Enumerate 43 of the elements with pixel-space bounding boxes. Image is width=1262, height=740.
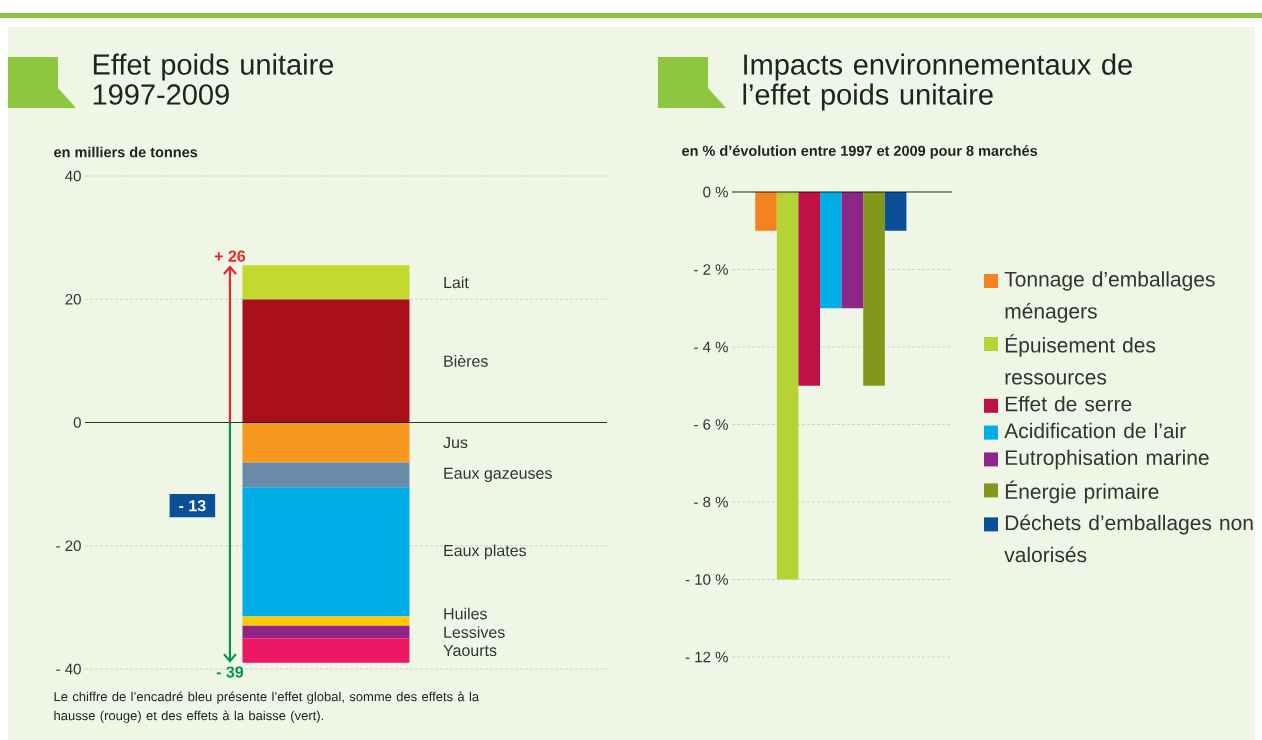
legend-label: Acidification de l’air xyxy=(1004,422,1186,439)
legend-label: Épuisement des ressources xyxy=(1005,334,1156,385)
y-tick-label: - 20 xyxy=(56,540,81,552)
text: Eaux gazeuses xyxy=(444,467,552,483)
legend-label: Énergie primaire xyxy=(1005,480,1159,504)
y-tick-label: 20 xyxy=(65,293,81,305)
text: Bières xyxy=(444,354,488,367)
annotation: - 13 xyxy=(179,500,206,512)
y-tick-label: - 12 % xyxy=(685,651,728,663)
bar xyxy=(242,299,410,423)
text: Le chiffre de l’encadré bleu présente l’effet global, somme des effets à la hausse (rouge) et des effets à la baisse (vert). xyxy=(54,691,480,723)
legend-label: Eutrophisation marine xyxy=(1005,449,1209,470)
y-tick-label: 40 xyxy=(65,170,81,182)
annotation: - 39 xyxy=(216,666,244,678)
y-axis-title: en milliers de tonnes xyxy=(54,146,198,158)
y-tick-label: - 40 xyxy=(56,663,81,675)
legend-label: Effet de serre xyxy=(1005,395,1132,412)
text: Jus xyxy=(443,436,468,449)
bar xyxy=(242,625,410,639)
annotation: + 26 xyxy=(214,250,246,262)
y-tick-label: - 4 % xyxy=(694,341,728,353)
chart-title: Impacts environnementaux de l’effet poids unitaire xyxy=(743,53,1132,111)
y-tick-label: - 8 % xyxy=(694,496,728,508)
text: Yaourts xyxy=(443,644,497,657)
bar xyxy=(242,462,410,488)
bar xyxy=(242,487,410,617)
legend-label: Déchets d’emballages non valorisés xyxy=(1004,514,1253,563)
bar xyxy=(242,265,410,300)
y-axis-title: en % d’évolution entre 1997 et 2009 pour 8 marchés xyxy=(682,145,1038,159)
text: Lait xyxy=(444,276,469,289)
bar xyxy=(242,638,410,663)
y-tick-label: 0 % xyxy=(703,186,728,198)
legend-label: Tonnage d’emballages ménagers xyxy=(1004,271,1215,323)
text: Eaux plates xyxy=(444,544,527,560)
bar xyxy=(242,422,410,463)
text: Huiles xyxy=(444,607,487,620)
chart-title: Effet poids unitaire 1997-2009 xyxy=(93,53,334,105)
bar xyxy=(242,616,410,626)
y-tick-label: 0 xyxy=(73,417,81,428)
y-tick-label: - 6 % xyxy=(694,419,728,430)
y-tick-label: - 10 % xyxy=(685,574,728,585)
y-tick-label: - 2 % xyxy=(694,264,728,275)
text: Lessives xyxy=(444,626,505,638)
